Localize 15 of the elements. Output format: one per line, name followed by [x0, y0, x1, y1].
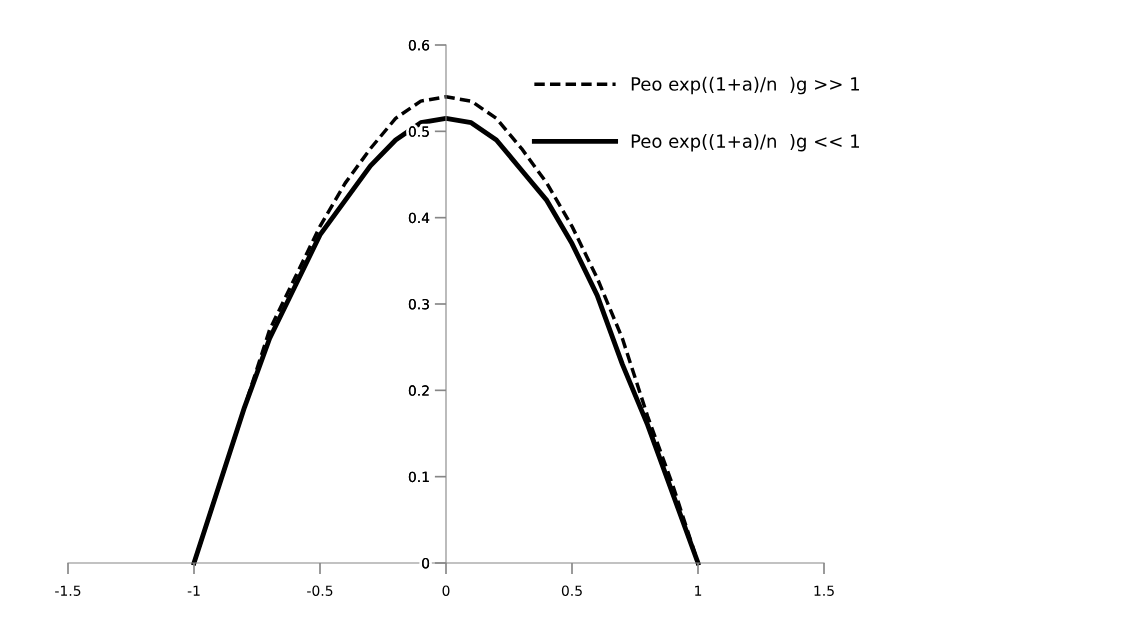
legend-label: Peo exp((1+a)/n )g >> 1 — [631, 76, 859, 95]
x-tick-label: -1.5 — [55, 585, 81, 596]
y-tick-label: 0.4 — [408, 212, 430, 224]
x-tick-label: 0 — [442, 585, 450, 596]
x-tick-label: -1 — [187, 585, 200, 596]
legend-label: Peo exp((1+a)/n )g << 1 — [631, 134, 859, 152]
x-tick-label: 0.5 — [561, 585, 582, 596]
x-tick-label: 1 — [695, 585, 702, 596]
y-tick-label: 0 — [422, 557, 430, 569]
y-tick-label: 0.1 — [408, 471, 429, 483]
y-tick-label: 0.2 — [408, 385, 429, 396]
x-tick-label: -0.5 — [307, 585, 333, 596]
y-tick-label: 0.3 — [408, 298, 429, 310]
y-tick-label: 0.6 — [408, 39, 430, 51]
x-tick-label: 1.5 — [814, 585, 834, 596]
